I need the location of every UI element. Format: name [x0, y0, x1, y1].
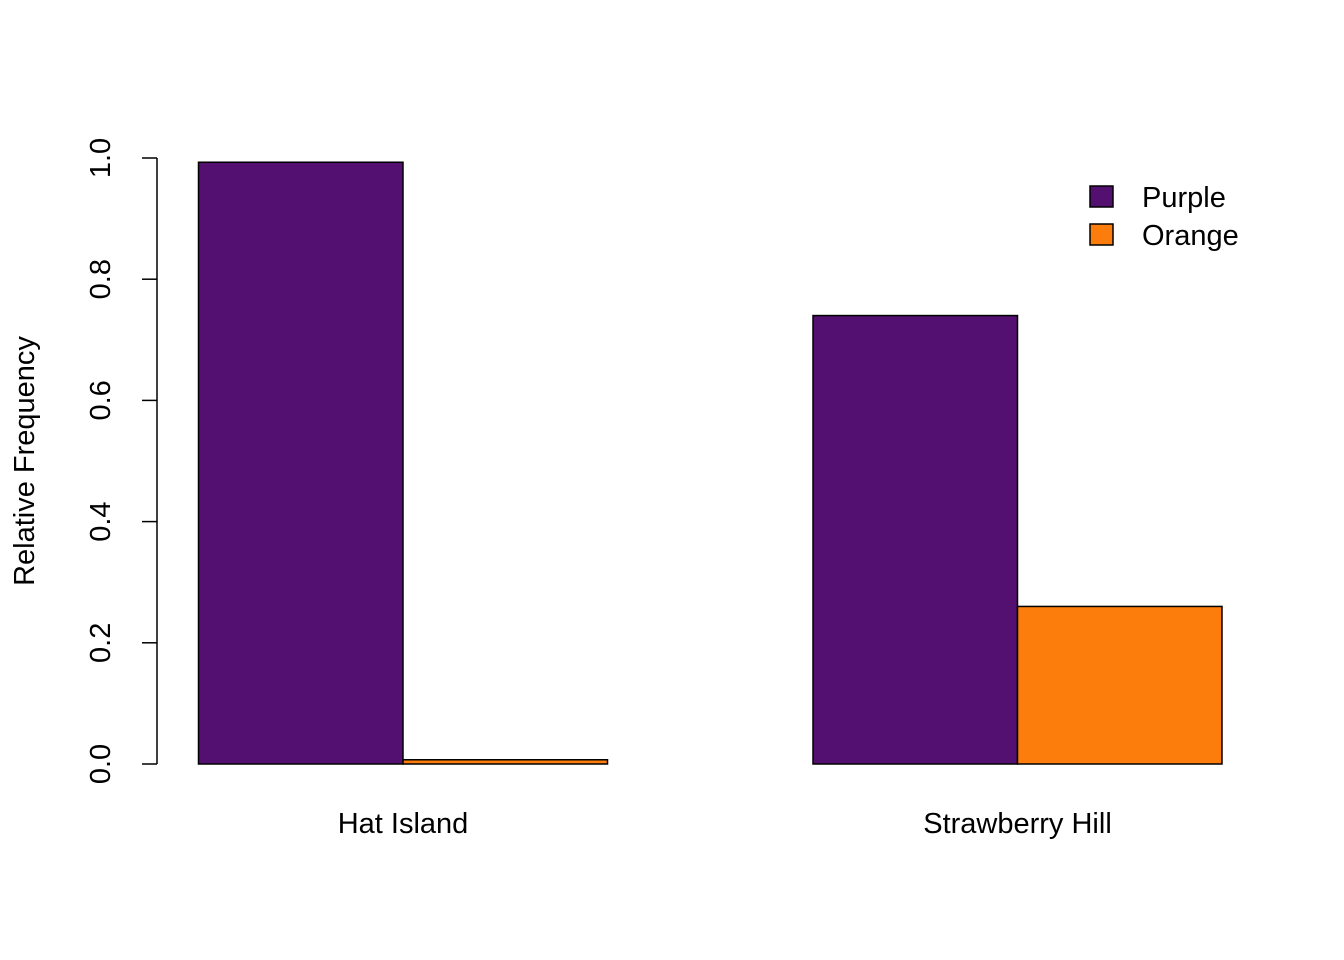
legend-swatch-orange — [1089, 223, 1114, 246]
bar-purple-0 — [197, 161, 404, 765]
x-category-label: Strawberry Hill — [923, 808, 1112, 840]
y-axis: 0.0 0.2 0.4 0.6 0.8 1.0 — [85, 138, 158, 784]
x-category-label: Hat Island — [338, 808, 469, 840]
y-tick-label: 0.6 — [85, 380, 117, 420]
y-axis-title: Relative Frequency — [9, 336, 41, 586]
y-tick-label: 0.0 — [85, 744, 117, 784]
legend-label: Purple — [1142, 182, 1226, 214]
y-tick-label: 1.0 — [85, 138, 117, 178]
legend-swatch-purple — [1089, 185, 1114, 208]
legend: Purple Orange — [1089, 182, 1239, 252]
legend-label: Orange — [1142, 220, 1239, 252]
y-tick-label: 0.2 — [85, 623, 117, 663]
bars-group — [197, 161, 1223, 765]
bar-orange-0 — [402, 759, 609, 765]
bar-orange-1 — [1016, 605, 1223, 765]
category-labels: Hat Island Strawberry Hill — [338, 808, 1112, 840]
y-tick-label: 0.4 — [85, 501, 117, 541]
y-tick-label: 0.8 — [85, 259, 117, 299]
bar-purple-1 — [812, 314, 1019, 765]
